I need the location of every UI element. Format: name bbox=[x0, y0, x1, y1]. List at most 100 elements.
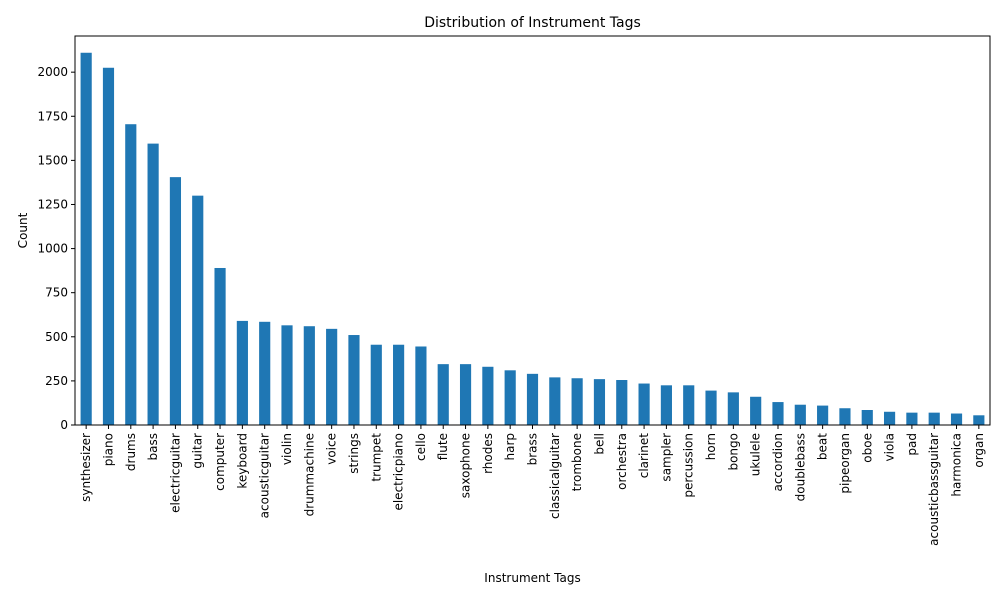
bar-electricguitar bbox=[169, 177, 182, 425]
bar-harmonica bbox=[950, 413, 963, 425]
y-tick-label: 250 bbox=[45, 374, 68, 388]
bar-acousticbassguitar bbox=[928, 412, 940, 425]
bar-keyboard bbox=[236, 320, 248, 425]
x-tick-label: bongo bbox=[726, 433, 740, 471]
x-tick-label: harmonica bbox=[950, 433, 964, 497]
y-axis-ticks: 0 250 500 750 1000 1250 1500 1750 2000 bbox=[37, 65, 75, 432]
x-tick-label: bell bbox=[592, 433, 606, 455]
x-tick-label: horn bbox=[704, 433, 718, 460]
y-tick-label: 750 bbox=[45, 286, 68, 300]
x-tick-label: keyboard bbox=[235, 433, 249, 489]
bar-electricpiano bbox=[393, 344, 405, 425]
bar-acousticguitar bbox=[259, 321, 271, 425]
x-tick-label: synthesizer bbox=[79, 433, 93, 502]
x-tick-label: electricpiano bbox=[392, 433, 406, 511]
x-tick-label: guitar bbox=[191, 433, 205, 469]
x-tick-label: oboe bbox=[860, 433, 874, 463]
x-tick-label: clarinet bbox=[637, 433, 651, 479]
y-tick-label: 2000 bbox=[37, 65, 68, 79]
bar-percussion bbox=[683, 385, 695, 425]
bar-trombone bbox=[571, 378, 583, 425]
bar-drums bbox=[125, 124, 137, 426]
x-tick-label: acousticbassguitar bbox=[927, 433, 941, 546]
x-tick-label: drummachine bbox=[302, 433, 316, 516]
bar-sampler bbox=[660, 385, 672, 425]
x-tick-label: flute bbox=[436, 433, 450, 460]
x-tick-label: bass bbox=[146, 433, 160, 460]
y-tick-label: 1500 bbox=[37, 153, 68, 167]
x-tick-label: trombone bbox=[570, 433, 584, 491]
x-tick-label: orchestra bbox=[615, 433, 629, 490]
x-tick-label: voice bbox=[325, 433, 339, 465]
bar-violin bbox=[281, 325, 293, 425]
bar-cello bbox=[415, 346, 427, 425]
bar-beat bbox=[817, 405, 829, 425]
bar-synthesizer bbox=[80, 52, 92, 425]
x-tick-label: pad bbox=[905, 433, 919, 456]
bar-bell bbox=[593, 379, 606, 425]
bars-layer bbox=[80, 52, 985, 426]
bar-bass bbox=[147, 143, 159, 426]
bar-accordion bbox=[772, 402, 784, 425]
x-axis-ticks: synthesizer piano drums bass electricguitar g… bbox=[79, 425, 986, 546]
x-tick-label: trumpet bbox=[369, 433, 383, 482]
bar-saxophone bbox=[459, 364, 472, 425]
bar-classicalguitar bbox=[549, 377, 561, 425]
x-tick-label: rhodes bbox=[481, 433, 495, 474]
x-tick-label: percussion bbox=[682, 433, 696, 498]
bar-trumpet bbox=[370, 344, 382, 425]
x-tick-label: acousticguitar bbox=[258, 433, 272, 518]
x-tick-label: accordion bbox=[771, 433, 785, 492]
x-tick-label: organ bbox=[972, 433, 986, 468]
y-tick-label: 0 bbox=[60, 418, 68, 432]
bar-horn bbox=[705, 390, 717, 425]
x-tick-label: classicalguitar bbox=[548, 433, 562, 519]
plot-frame bbox=[74, 35, 991, 426]
bar-oboe bbox=[861, 410, 873, 425]
x-tick-label: viola bbox=[883, 433, 897, 461]
bar-bongo bbox=[727, 392, 739, 425]
bar-pad bbox=[906, 412, 918, 425]
bar-piano bbox=[102, 67, 115, 425]
bar-rhodes bbox=[482, 366, 494, 425]
x-tick-label: brass bbox=[526, 433, 540, 465]
bar-voice bbox=[326, 328, 338, 425]
y-tick-label: 1000 bbox=[37, 242, 68, 256]
bar-viola bbox=[883, 411, 896, 425]
x-tick-label: pipeorgan bbox=[838, 433, 852, 494]
bar-guitar bbox=[192, 195, 204, 425]
y-tick-label: 1750 bbox=[37, 109, 68, 123]
x-tick-label: cello bbox=[414, 433, 428, 461]
bar-harp bbox=[504, 370, 516, 425]
bar-clarinet bbox=[638, 383, 650, 425]
x-tick-label: drums bbox=[124, 433, 138, 471]
y-tick-label: 500 bbox=[45, 330, 68, 344]
x-tick-label: saxophone bbox=[459, 433, 473, 498]
x-tick-label: doublebass bbox=[793, 433, 807, 501]
x-tick-label: electricguitar bbox=[168, 433, 182, 513]
x-tick-label: computer bbox=[213, 433, 227, 491]
bar-flute bbox=[437, 364, 449, 425]
bar-pipeorgan bbox=[839, 408, 851, 425]
bar-organ bbox=[973, 415, 985, 425]
bar-brass bbox=[526, 373, 539, 425]
x-tick-label: harp bbox=[503, 433, 517, 461]
x-tick-label: sampler bbox=[659, 433, 673, 482]
bar-ukulele bbox=[750, 396, 762, 425]
x-axis-label: Instrument Tags bbox=[484, 571, 580, 585]
bar-drummachine bbox=[303, 326, 315, 425]
x-tick-label: violin bbox=[280, 433, 294, 465]
bar-computer bbox=[214, 267, 226, 425]
y-tick-label: 1250 bbox=[37, 197, 68, 211]
x-tick-label: strings bbox=[347, 433, 361, 474]
bar-strings bbox=[348, 335, 360, 425]
x-tick-label: beat bbox=[816, 433, 830, 460]
y-axis-label: Count bbox=[16, 212, 30, 248]
bar-orchestra bbox=[616, 380, 628, 425]
chart-title: Distribution of Instrument Tags bbox=[424, 15, 641, 31]
x-tick-label: ukulele bbox=[749, 433, 763, 476]
bar-doublebass bbox=[794, 404, 806, 425]
x-tick-label: piano bbox=[101, 433, 115, 466]
